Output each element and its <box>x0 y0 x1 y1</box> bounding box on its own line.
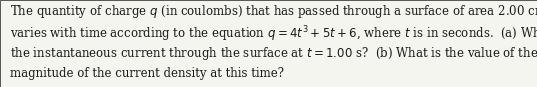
Text: varies with time according to the equation $q = 4t^3 + 5t + 6$, where $t$ is in : varies with time according to the equati… <box>10 24 537 44</box>
Text: magnitude of the current density at this time?: magnitude of the current density at this… <box>10 67 284 80</box>
Text: The quantity of charge $q$ (in coulombs) that has passed through a surface of ar: The quantity of charge $q$ (in coulombs)… <box>10 3 537 22</box>
Text: the instantaneous current through the surface at $t = 1.00$ s?  (b) What is the : the instantaneous current through the su… <box>10 45 537 62</box>
